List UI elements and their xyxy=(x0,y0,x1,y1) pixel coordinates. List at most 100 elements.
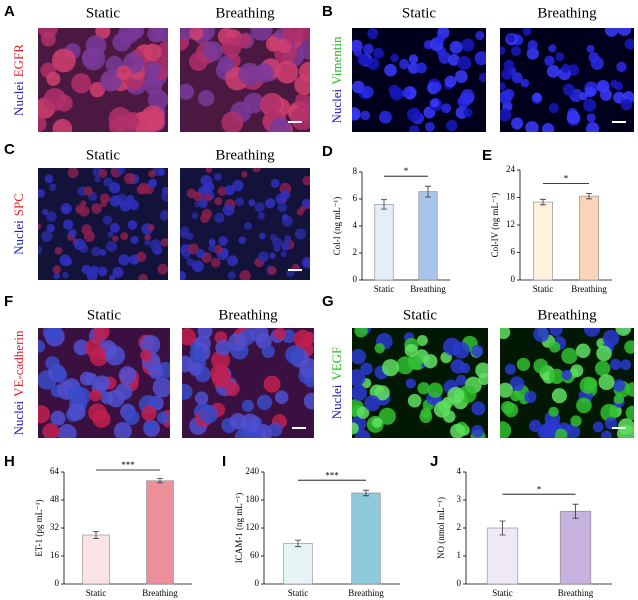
cell xyxy=(53,272,60,280)
panel-letter: I xyxy=(222,453,226,470)
cell xyxy=(528,419,542,433)
cell xyxy=(222,204,235,216)
cell xyxy=(254,63,274,83)
cell xyxy=(609,358,622,370)
cell xyxy=(511,117,524,130)
cell xyxy=(356,406,370,419)
cell xyxy=(102,215,113,225)
cell xyxy=(75,204,85,214)
cell xyxy=(374,343,385,354)
cell xyxy=(613,393,625,405)
cell xyxy=(374,385,390,401)
cell xyxy=(360,362,373,376)
cell xyxy=(549,328,563,337)
cell xyxy=(617,28,632,37)
cell xyxy=(478,72,486,83)
error-bar xyxy=(93,531,99,539)
x-tick-label: Static xyxy=(492,588,513,598)
cell xyxy=(73,339,90,356)
cell xyxy=(446,119,458,132)
cell xyxy=(215,339,232,356)
cell xyxy=(97,266,108,277)
cell xyxy=(127,220,138,230)
cell xyxy=(533,328,550,343)
cell xyxy=(62,271,69,279)
y-tick-label: 0 xyxy=(457,578,462,588)
cell xyxy=(616,61,627,73)
cell xyxy=(509,376,525,392)
cell xyxy=(390,87,404,101)
cell xyxy=(38,115,47,132)
cell xyxy=(55,94,73,112)
cell xyxy=(180,83,195,100)
cell xyxy=(585,121,600,132)
cell xyxy=(109,182,121,194)
cell xyxy=(182,383,193,400)
y-tick-label: 1 xyxy=(457,550,462,560)
cell xyxy=(38,340,46,353)
cell xyxy=(89,81,106,98)
cell xyxy=(586,113,596,123)
cell xyxy=(353,47,363,57)
significance: *** xyxy=(325,470,339,480)
y-tick-label: 16 xyxy=(50,550,60,560)
cells xyxy=(38,328,170,438)
cell xyxy=(441,103,452,114)
cell xyxy=(500,382,514,398)
micrograph xyxy=(352,328,488,438)
panel-letter: F xyxy=(4,293,13,310)
cell xyxy=(112,32,132,52)
side-label: Nuclei VEGF xyxy=(329,347,344,420)
cell xyxy=(378,110,392,124)
cell xyxy=(457,55,472,70)
cell xyxy=(38,245,43,255)
cell xyxy=(457,95,471,108)
cell xyxy=(475,31,485,41)
cell xyxy=(583,328,601,337)
cell xyxy=(49,183,57,191)
cell xyxy=(44,174,54,184)
x-tick-label: Static xyxy=(288,588,309,598)
bar xyxy=(351,492,381,585)
cell xyxy=(532,92,542,102)
cell xyxy=(620,98,633,111)
cell xyxy=(180,226,190,236)
cell xyxy=(280,189,291,200)
cell xyxy=(211,350,231,370)
x-tick-label: Static xyxy=(86,588,107,598)
cell xyxy=(533,358,549,374)
cell xyxy=(182,328,196,346)
cell xyxy=(561,369,572,381)
cell xyxy=(284,234,292,242)
column-title: Static xyxy=(87,307,122,323)
cell xyxy=(546,65,560,78)
cell xyxy=(583,377,598,391)
cell xyxy=(42,422,60,438)
cell xyxy=(60,203,72,215)
cell xyxy=(38,188,46,198)
significance: *** xyxy=(121,460,135,470)
cell xyxy=(594,360,611,377)
cell xyxy=(189,345,205,361)
cell xyxy=(38,405,51,424)
cell xyxy=(118,366,137,384)
cell xyxy=(427,382,443,398)
cell xyxy=(151,28,168,42)
cell xyxy=(236,33,252,49)
side-label-part: Vimentin xyxy=(329,36,344,85)
cell xyxy=(354,328,368,338)
cell xyxy=(198,199,208,208)
cell xyxy=(41,31,56,47)
cell xyxy=(124,172,136,185)
cell xyxy=(259,232,266,240)
y-tick-label: 4 xyxy=(457,466,462,476)
cell xyxy=(254,202,265,213)
cell xyxy=(419,410,433,424)
cell xyxy=(67,168,79,179)
x-tick-label: Breathing xyxy=(410,284,446,294)
cell xyxy=(500,421,512,438)
cell xyxy=(544,55,555,66)
cell xyxy=(221,37,242,58)
cell xyxy=(450,423,466,438)
column-title: Static xyxy=(403,307,438,323)
